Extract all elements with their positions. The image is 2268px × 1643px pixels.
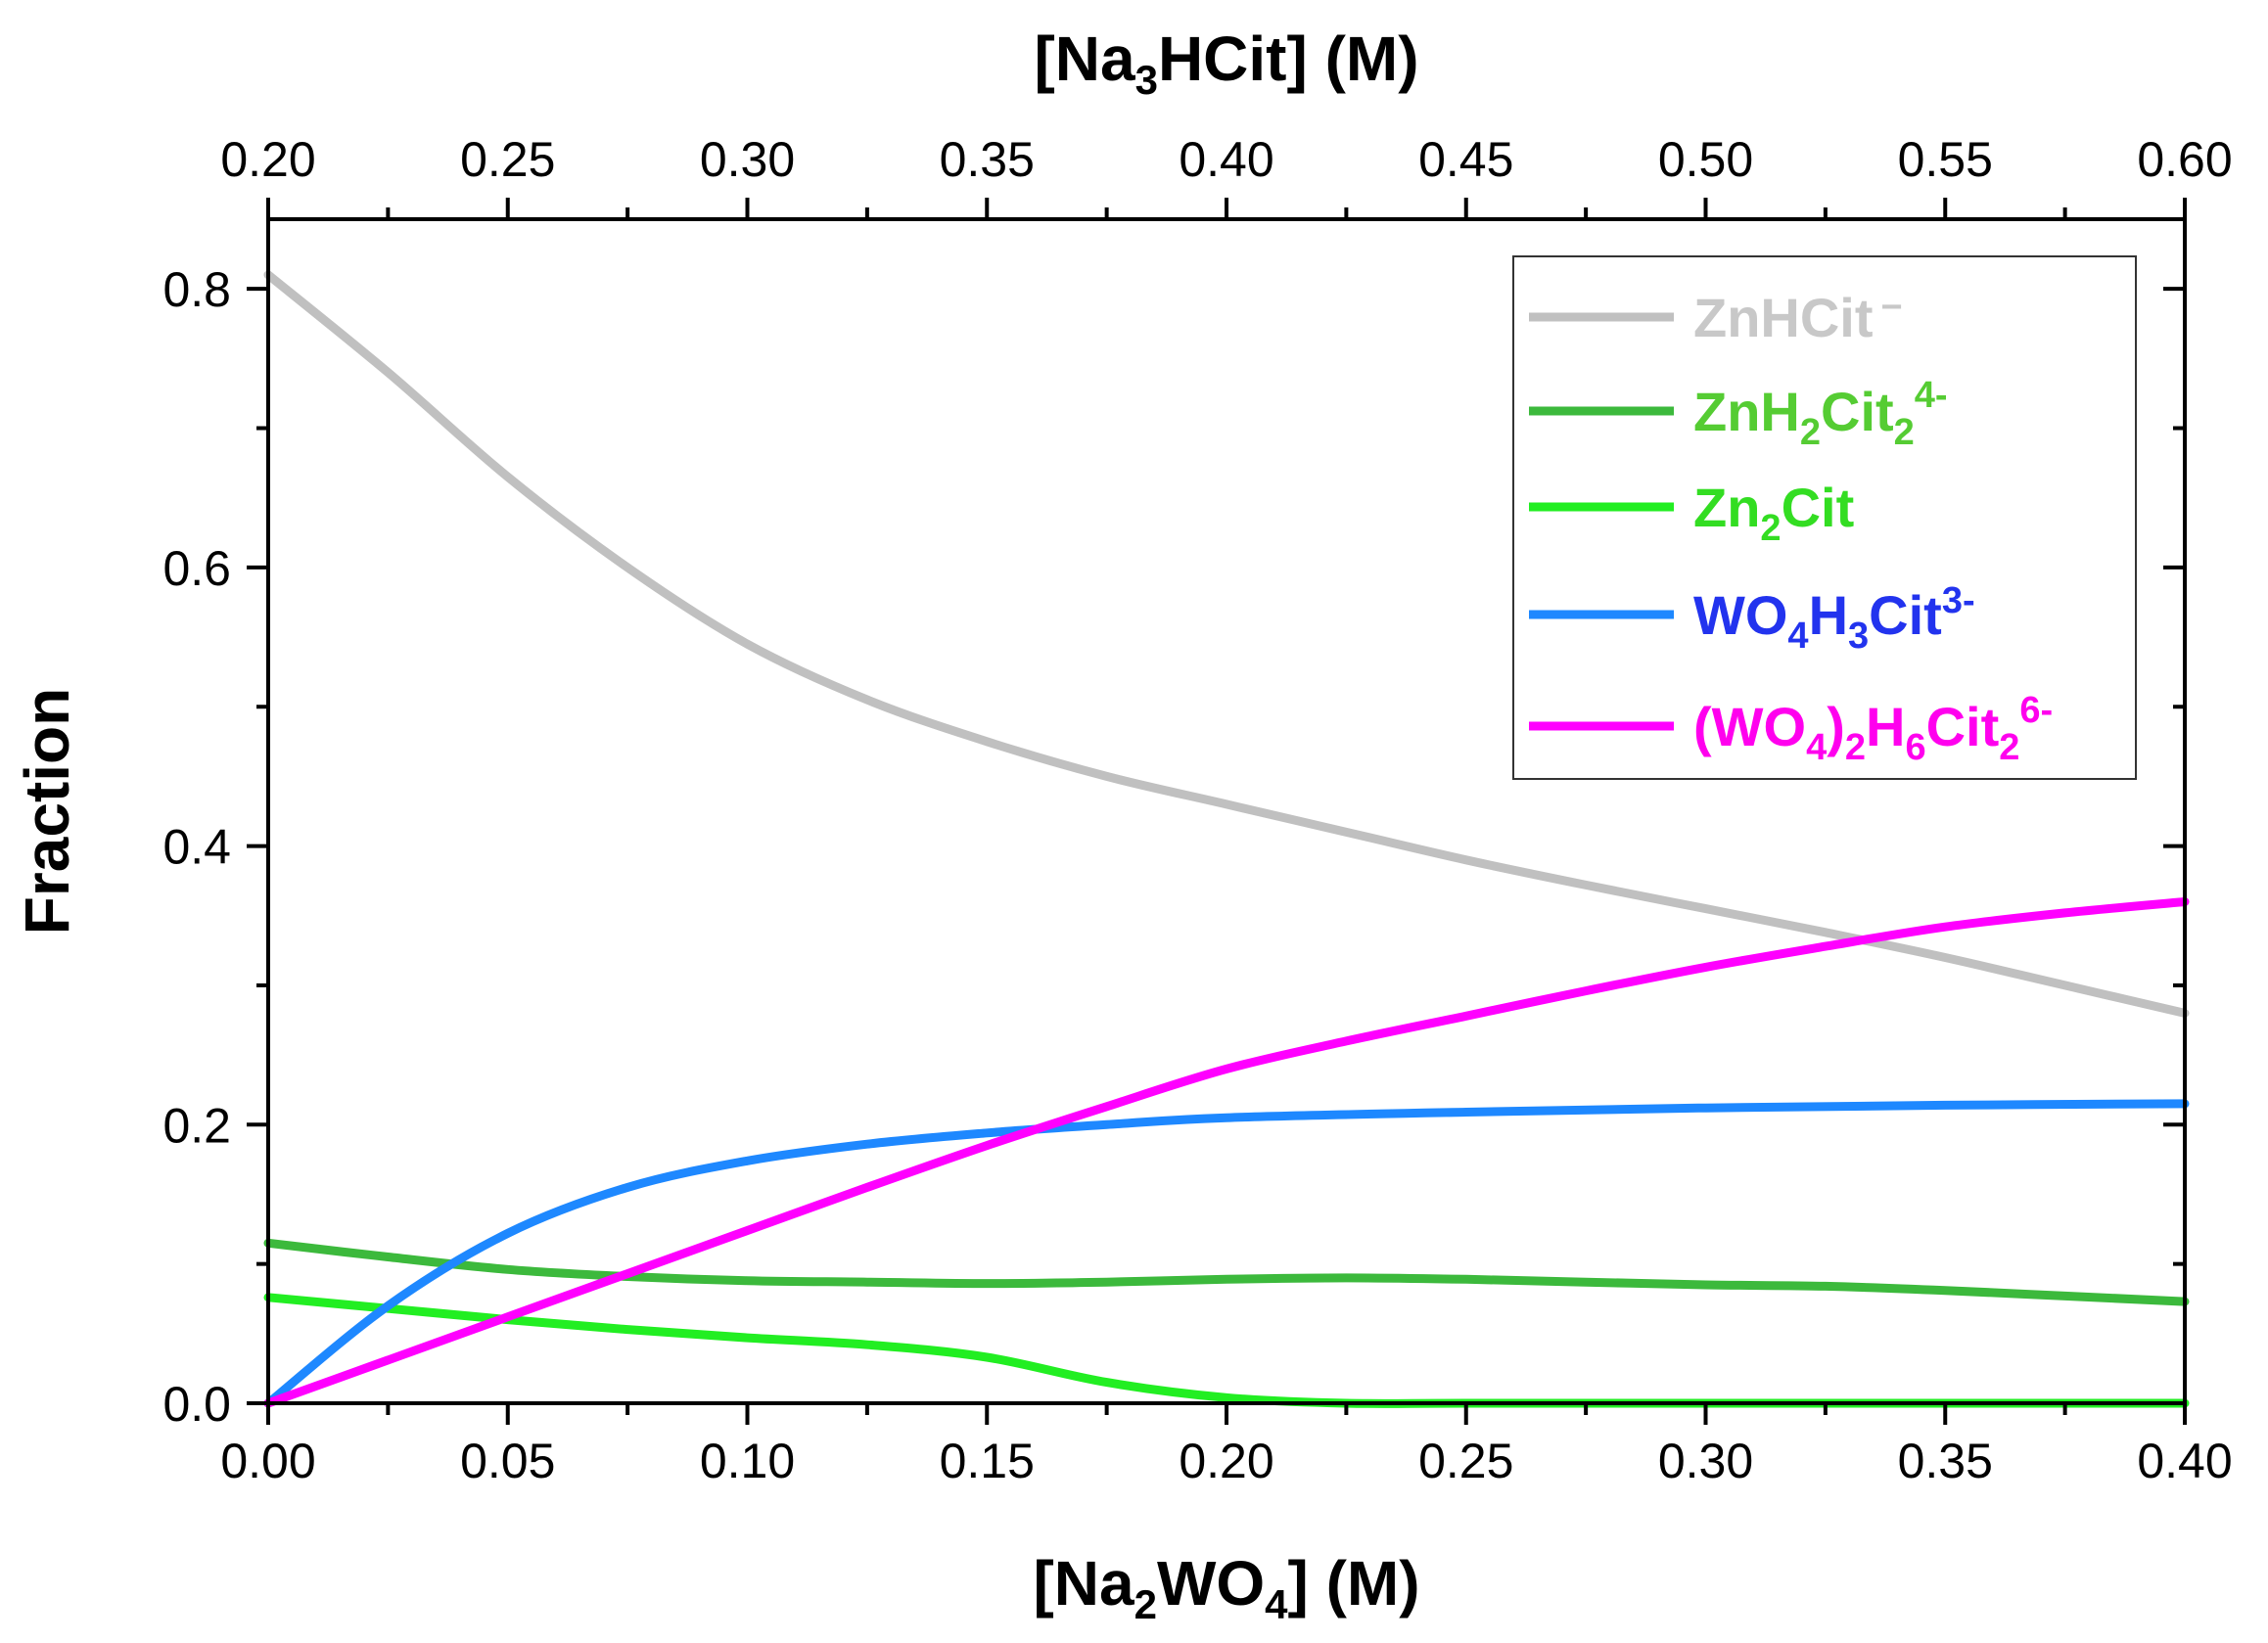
legend-label-zn2cit: Zn2Cit [1693,477,1854,549]
y-tick-label: 0.8 [162,262,231,317]
y-tick-label: 0.4 [162,820,231,875]
x2-tick-label: 0.25 [460,132,555,187]
x2-tick-label: 0.50 [1658,132,1753,187]
y-tick-label: 0.0 [162,1377,231,1432]
legend: ZnHCit − ZnH2Cit24- Zn2Cit WO4H3Cit3- (WO… [1512,255,2137,780]
y-tick-label: 0.6 [162,541,231,596]
series-line-3 [263,1099,2190,1408]
series-line-2 [263,1293,2190,1408]
x2-tick-label: 0.35 [940,132,1035,187]
x-tick-label: 0.40 [2137,1434,2232,1488]
x-axis-title: [Na2WO4] (M) [1033,1548,1419,1627]
x-tick-label: 0.20 [1179,1434,1273,1488]
x-tick-label: 0.00 [220,1434,315,1488]
x-tick-label: 0.30 [1658,1434,1753,1488]
x-tick-label: 0.10 [700,1434,795,1488]
legend-label-znhcit: ZnHCit − [1693,287,1903,348]
x2-axis-title: [Na3HCit] (M) [1034,23,1418,103]
y-axis-title: Fraction [12,688,82,935]
x-tick-label: 0.05 [460,1434,555,1488]
series-line-1 [263,1238,2190,1306]
x-tick-label: 0.25 [1418,1434,1513,1488]
y-tick-label: 0.2 [162,1098,231,1153]
x2-tick-label: 0.20 [220,132,315,187]
x-tick-label: 0.15 [940,1434,1035,1488]
x2-tick-label: 0.60 [2137,132,2232,187]
x2-tick-label: 0.30 [700,132,795,187]
x2-tick-label: 0.40 [1179,132,1273,187]
x2-tick-label: 0.45 [1418,132,1513,187]
series-layer [263,270,2190,1408]
x2-tick-label: 0.55 [1898,132,1993,187]
legend-label-znh2cit2: ZnH2Cit24- [1693,375,1948,453]
legend-label-wo4h3cit: WO4H3Cit3- [1693,580,1975,657]
series-line-4 [263,897,2190,1408]
legend-label-wo4-2-h6cit2: (WO4)2H6Cit26- [1693,690,2053,768]
ticks-layer: 0.00 0.05 0.10 0.15 0.20 0.25 0.30 0.35 0.400.20… [162,132,2232,1488]
x-tick-label: 0.35 [1898,1434,1993,1488]
legend-box [1512,255,2137,780]
